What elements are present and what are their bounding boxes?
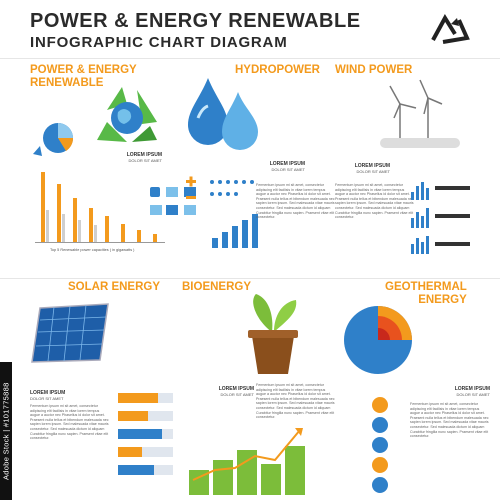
lorem-title-wind: LOREM IPSUM [354, 163, 390, 169]
recycle-earth-icon [97, 87, 157, 142]
water-drop-icon [188, 78, 258, 150]
solar-panel-icon [31, 303, 109, 363]
lorem-subtitle: DOLOR SIT AMET [128, 158, 163, 163]
wind-turbine-icon [380, 79, 460, 148]
pie-chart-icon [33, 123, 74, 156]
lorem-subtitle-wind: DOLOR SIT AMET [356, 169, 391, 174]
paragraph-hydro: Fermentum ipsum mi sit amet, consectetur… [256, 183, 335, 220]
wind-mini-charts [411, 182, 470, 254]
stock-badge: Adobe Stock | #101775888 [0, 362, 12, 500]
lorem-title-geo: LOREM IPSUM [454, 386, 490, 392]
header-divider [0, 58, 500, 59]
chart-caption: Top 5 Renewable power capacities ( in gi… [50, 248, 135, 252]
lorem-subtitle-hydro: DOLOR SIT AMET [271, 167, 306, 172]
plant-pot-icon [248, 294, 298, 374]
lorem-title-bio: LOREM IPSUM [218, 386, 254, 392]
geo-circles [372, 397, 388, 493]
section-title-bioenergy: BIOENERGY [182, 281, 252, 293]
page-subtitle: INFOGRAPHIC CHART DIAGRAM [30, 34, 288, 51]
solar-progress-blocks [118, 393, 173, 475]
section-title-power: POWER & ENERGY RENEWABLE [30, 64, 137, 89]
lorem-subtitle-bio: DOLOR SIT AMET [220, 392, 255, 397]
section-title-solar: SOLAR ENERGY [68, 281, 161, 293]
lorem-subtitle-solar: DOLOR SIT AMET [30, 396, 64, 401]
paragraph-solar: Fermentum ipsum mi sit amet, consectetur… [30, 404, 109, 441]
paragraph-bio: Fermentum ipsum mi sit amet, consectetur… [256, 383, 335, 420]
section-title-wind: WIND POWER [335, 64, 413, 76]
page-title: POWER & ENERGY RENEWABLE [30, 10, 361, 32]
paragraph-wind: Fermentum ipsum mi sit amet, consectetur… [335, 183, 414, 220]
appliance-icons [150, 187, 196, 215]
renewable-bar-chart [35, 172, 165, 243]
lorem-title-solar: LOREM IPSUM [30, 390, 66, 396]
paragraph-geo: Fermentum ipsum mi sit amet, consectetur… [410, 402, 489, 439]
earth-core-icon [344, 306, 412, 374]
lorem-subtitle-geo: DOLOR SIT AMET [456, 392, 491, 397]
lorem-title: LOREM IPSUM [126, 152, 162, 158]
section-title-geothermal: GEOTHERMAL ENERGY [385, 281, 467, 306]
recycle-logo-icon [431, 14, 470, 44]
row-divider [0, 278, 500, 279]
section-title-hydropower: HYDROPOWER [235, 64, 320, 76]
bio-area-chart [189, 428, 305, 495]
hydro-mini-chart [186, 176, 258, 248]
lorem-title-hydro: LOREM IPSUM [269, 161, 305, 167]
